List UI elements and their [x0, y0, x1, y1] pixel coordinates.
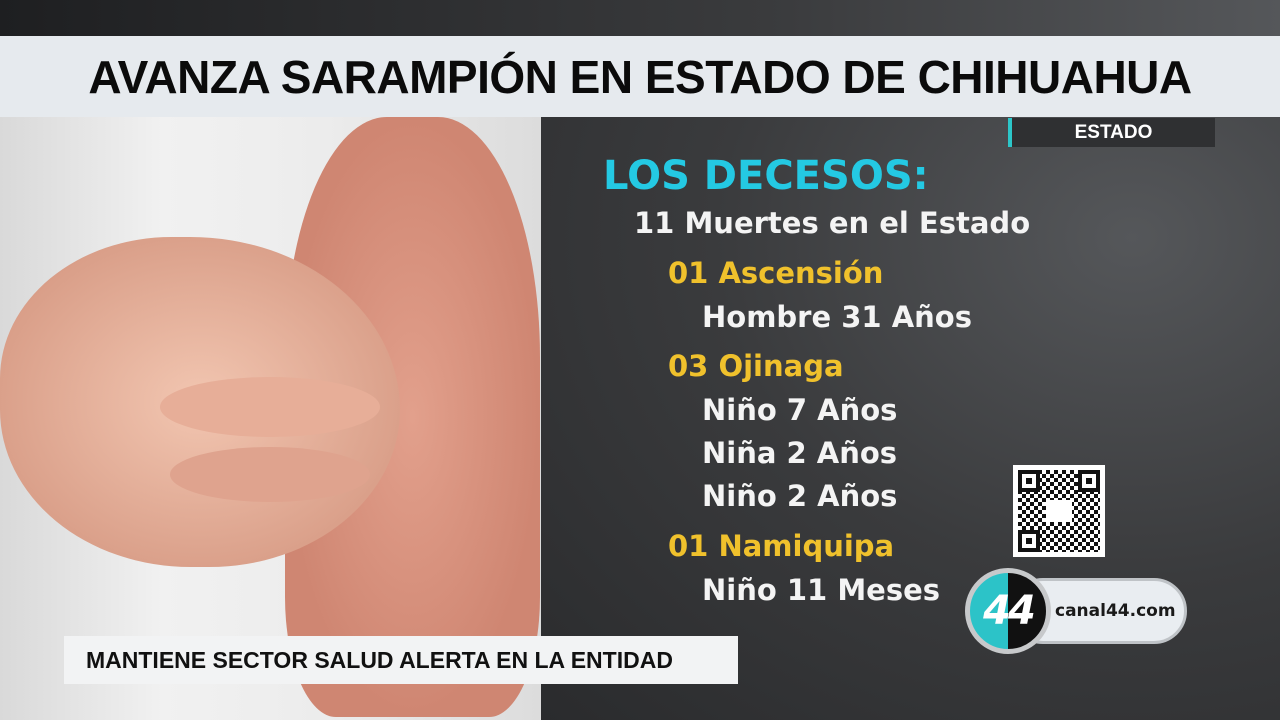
headline: AVANZA SARAMPIÓN EN ESTADO DE CHIHUAHUA — [88, 50, 1192, 103]
channel-logo-text: 44 — [983, 588, 1036, 634]
case-item: Niño 2 Años — [702, 479, 898, 513]
case-item: Niña 2 Años — [702, 436, 898, 470]
deaths-heading: LOS DECESOS: — [603, 153, 929, 199]
lower-third-text: MANTIENE SECTOR SALUD ALERTA EN LA ENTID… — [86, 646, 673, 673]
lower-third-banner: MANTIENE SECTOR SALUD ALERTA EN LA ENTID… — [64, 636, 738, 684]
rash-arm-photo — [0, 117, 541, 720]
top-background-band — [0, 0, 1280, 36]
place-label: 01 Ascensión — [668, 256, 884, 290]
section-tag: ESTADO — [1008, 118, 1215, 147]
deaths-summary: 11 Muertes en el Estado — [634, 206, 1031, 240]
place-label: 03 Ojinaga — [668, 349, 844, 383]
case-item: Hombre 31 Años — [702, 300, 972, 334]
case-item: Niño 7 Años — [702, 393, 898, 427]
channel-url: canal44.com — [1055, 601, 1176, 621]
qr-code[interactable] — [1013, 465, 1105, 557]
case-item: Niño 11 Meses — [702, 573, 941, 607]
place-label: 01 Namiquipa — [668, 529, 895, 563]
channel-logo: 44 — [965, 568, 1051, 654]
headline-bar: AVANZA SARAMPIÓN EN ESTADO DE CHIHUAHUA — [0, 36, 1280, 117]
